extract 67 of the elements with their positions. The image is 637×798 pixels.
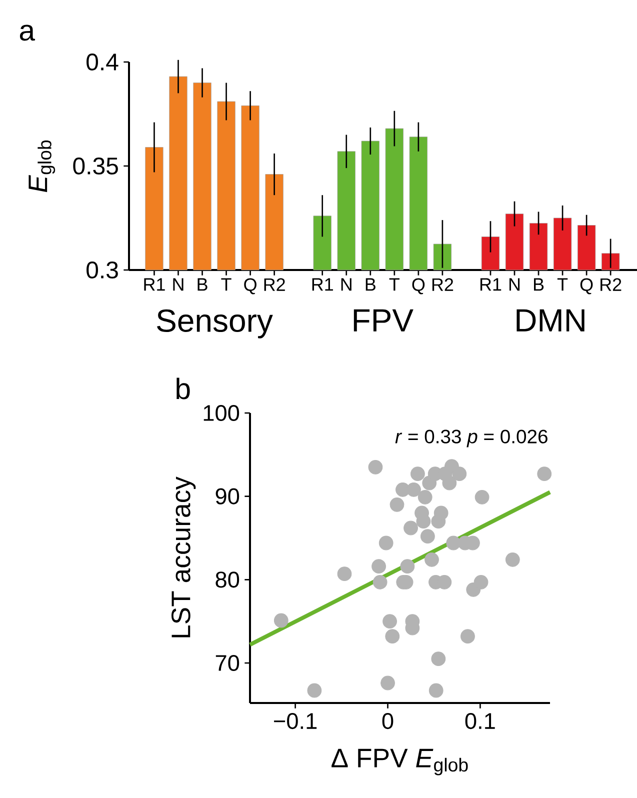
- y-tick-label: 100: [204, 404, 240, 422]
- y-axis-title: LST accuracy: [172, 476, 196, 638]
- point: [390, 497, 404, 512]
- point: [505, 552, 520, 567]
- point: [404, 520, 418, 536]
- y-tick-label: 0.4: [86, 53, 118, 70]
- y-tick-label: 70: [216, 654, 240, 672]
- x-tick-label: 0.1: [465, 713, 495, 730]
- point: [460, 629, 475, 644]
- point: [442, 476, 457, 490]
- text: b: [176, 378, 190, 400]
- point: [446, 536, 461, 550]
- point: [372, 574, 388, 590]
- y-axis-title: E$_{glob}$: [28, 140, 56, 192]
- x-tick-label: R2: [432, 278, 454, 291]
- y-tick-label: 0.3: [86, 261, 118, 278]
- point: [380, 676, 395, 690]
- x-tick-label: T: [557, 278, 568, 291]
- x-tick-label: T: [221, 278, 232, 291]
- x-tick-label: R2: [600, 278, 622, 291]
- x-tick-label: 0: [382, 713, 394, 730]
- annotation: r = 0.33 p = 0.026: [395, 430, 548, 448]
- point: [474, 574, 488, 590]
- point: [372, 559, 386, 574]
- point: [382, 614, 397, 629]
- point: [434, 506, 448, 520]
- point: [428, 683, 444, 698]
- x-tick-label: B: [534, 278, 544, 291]
- point: [420, 529, 435, 544]
- x-tick-label: R1: [480, 278, 502, 291]
- point: [337, 566, 352, 582]
- x-tick-label: N: [173, 278, 184, 291]
- point: [385, 629, 400, 644]
- y-tick-label: 90: [216, 488, 240, 504]
- point: [307, 683, 322, 698]
- point: [410, 466, 425, 482]
- point: [378, 536, 394, 550]
- x-tick-label: Q: [580, 278, 593, 294]
- x-tick-label: B: [198, 278, 208, 291]
- point: [537, 466, 552, 482]
- y-tick-label: 80: [216, 572, 240, 588]
- point: [474, 490, 490, 504]
- series-label: Sensory: [157, 309, 273, 338]
- point: [452, 466, 467, 482]
- y-tick-label: 0.35: [73, 157, 118, 174]
- series-label: FPV: [354, 309, 414, 332]
- point: [431, 652, 446, 666]
- x-tick-label: N: [509, 278, 520, 291]
- series-label: DMN: [516, 309, 584, 332]
- point: [400, 559, 415, 574]
- x-tick-label: R1: [312, 278, 333, 291]
- x-tick-label: Q: [244, 278, 256, 294]
- x-tick-label: B: [366, 278, 376, 291]
- point: [424, 552, 439, 567]
- x-tick-label: T: [389, 278, 400, 291]
- point: [406, 482, 421, 497]
- point: [418, 490, 432, 504]
- x-tick-label: R1: [144, 278, 165, 291]
- point: [416, 514, 431, 529]
- x-tick-label: R2: [264, 278, 285, 291]
- x-axis-title: Δ FPV E$_{glob}$: [332, 748, 468, 776]
- x-tick-label: Q: [412, 278, 425, 294]
- point: [368, 460, 383, 474]
- x-tick-label: N: [341, 278, 352, 291]
- text: a: [20, 24, 36, 41]
- x-tick-label: −0.1: [274, 713, 317, 730]
- point: [274, 613, 288, 628]
